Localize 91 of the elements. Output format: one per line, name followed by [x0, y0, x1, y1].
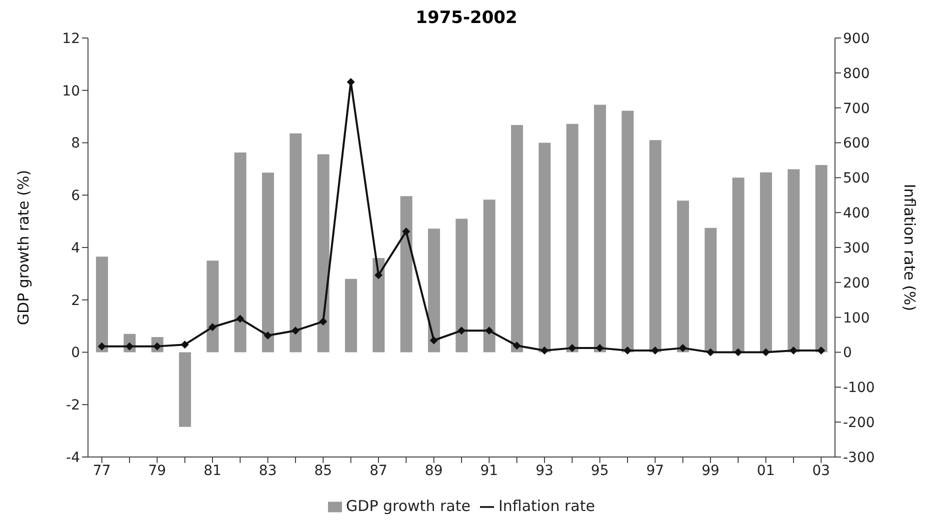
x-tick-label: 89: [424, 462, 443, 479]
point: [706, 348, 714, 356]
y-tick-label: 4: [71, 240, 80, 256]
y-tick-label: 6: [71, 188, 80, 204]
bar: [290, 133, 302, 352]
chart-title: 1975-2002: [414, 8, 518, 30]
legend-label: GDP growth rate: [346, 497, 470, 515]
y-tick-label: 0: [71, 345, 80, 362]
bar: [566, 124, 578, 352]
y-tick-label: 12: [62, 30, 80, 47]
bar: [538, 142, 551, 352]
y2-tick-label: 500: [843, 170, 870, 187]
bar: [428, 228, 440, 352]
bar: [372, 258, 385, 352]
y2-tick-label: 0: [843, 345, 852, 362]
point: [568, 344, 576, 352]
bar: [704, 228, 717, 352]
y2-tick-label: 400: [843, 206, 870, 222]
point: [651, 346, 660, 355]
y2-tick-label: -300: [843, 450, 875, 466]
bar: [594, 104, 606, 352]
bar: [96, 256, 108, 352]
y-tick-label: 10: [62, 83, 80, 100]
point: [98, 342, 106, 350]
bar: [345, 278, 357, 352]
x-tick-label: 81: [204, 462, 222, 479]
y-axis-title: GDP growth rate (%): [14, 170, 32, 326]
y-tick-label: 8: [71, 136, 80, 152]
bar: [317, 154, 330, 352]
bar: [234, 152, 246, 352]
y2-tick-label: 700: [843, 100, 870, 117]
point: [762, 348, 770, 356]
point: [458, 326, 466, 335]
bar: [622, 110, 634, 352]
x-tick-label: 83: [258, 462, 277, 479]
bar: [511, 124, 523, 352]
point: [292, 326, 300, 335]
point: [236, 314, 244, 323]
point: [734, 348, 742, 356]
y-tick-label: -4: [66, 450, 80, 466]
bar: [262, 172, 274, 352]
y2-tick-label: -200: [843, 415, 875, 432]
bar: [483, 200, 496, 352]
point: [264, 331, 272, 340]
point: [346, 78, 355, 86]
point: [596, 344, 604, 352]
bar: [677, 200, 689, 352]
bar: [400, 196, 412, 352]
x-tick-label: 95: [590, 462, 609, 479]
y2-axis-title: Inflation rate (%): [900, 184, 919, 312]
y-tick-label: -2: [66, 398, 80, 414]
x-tick-label: 85: [314, 462, 332, 479]
bar: [732, 178, 744, 352]
x-tick-label: 97: [646, 462, 664, 479]
x-tick-label: 77: [92, 462, 111, 479]
y2-tick-label: 600: [843, 136, 870, 152]
x-tick-label: 99: [702, 462, 720, 479]
x-tick-label: 87: [370, 462, 388, 479]
bar: [815, 165, 828, 352]
y2-tick-label: 900: [843, 30, 870, 47]
x-tick-label: 93: [536, 462, 554, 479]
y2-tick-label: 800: [843, 66, 870, 82]
bar: [456, 218, 468, 352]
point: [485, 326, 494, 335]
y2-tick-label: -100: [843, 380, 875, 396]
legend-label: Inflation rate: [498, 497, 595, 515]
bar: [760, 172, 772, 352]
point: [624, 346, 632, 355]
point: [540, 346, 548, 355]
point: [180, 340, 189, 349]
x-tick-label: 03: [812, 462, 830, 479]
bar: [206, 260, 219, 352]
y2-tick-label: 200: [843, 275, 870, 292]
y-tick-label: 2: [71, 292, 80, 309]
point: [402, 227, 410, 236]
bar: [649, 140, 662, 352]
point: [430, 336, 438, 344]
point: [208, 323, 216, 332]
bar: [788, 169, 800, 352]
point: [790, 346, 798, 355]
y2-tick-label: 300: [843, 240, 870, 256]
y2-tick-label: 100: [843, 310, 870, 326]
point: [512, 342, 521, 350]
bar: [179, 352, 191, 427]
point: [374, 271, 382, 280]
point: [319, 318, 328, 326]
x-tick-label: 91: [480, 462, 498, 479]
x-tick-label: 01: [756, 462, 775, 479]
point: [678, 344, 687, 352]
x-tick-label: 79: [148, 462, 166, 479]
point: [817, 346, 826, 355]
